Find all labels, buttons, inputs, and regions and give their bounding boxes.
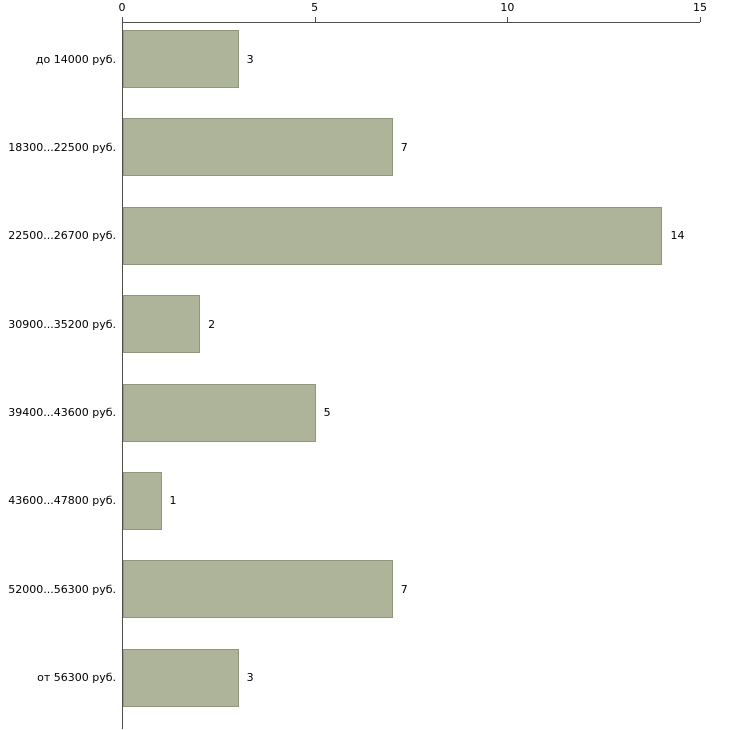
- value-label: 14: [670, 229, 685, 243]
- bar: [123, 383, 316, 442]
- chart-row: от 56300 руб. 3: [0, 641, 730, 729]
- x-tick-label: 10: [500, 1, 515, 14]
- bar: [123, 648, 239, 707]
- chart-row: 52000...56300 руб. 7: [0, 552, 730, 640]
- x-tick-label: 5: [311, 1, 319, 14]
- category-label: 52000...56300 руб.: [8, 582, 116, 596]
- x-tick-mark: [122, 17, 123, 22]
- chart-row: 39400...43600 руб. 5: [0, 376, 730, 464]
- value-label: 7: [400, 140, 408, 154]
- value-label: 2: [208, 317, 216, 331]
- value-label: 1: [169, 494, 177, 508]
- bar: [123, 295, 201, 354]
- bar: [123, 206, 663, 265]
- x-tick-label: 15: [693, 1, 707, 14]
- x-tick-mark: [700, 17, 701, 22]
- bar: [123, 560, 393, 619]
- category-label: от 56300 руб.: [37, 671, 116, 685]
- chart-row: 43600...47800 руб. 1: [0, 464, 730, 552]
- chart-row: до 14000 руб. 3: [0, 22, 730, 110]
- category-label: до 14000 руб.: [35, 52, 116, 66]
- chart-row: 30900...35200 руб. 2: [0, 287, 730, 375]
- category-label: 22500...26700 руб.: [8, 229, 116, 243]
- category-label: 30900...35200 руб.: [8, 317, 116, 331]
- value-label: 3: [246, 671, 254, 685]
- category-label: 18300...22500 руб.: [8, 140, 116, 154]
- bar: [123, 471, 162, 530]
- category-label: 43600...47800 руб.: [8, 494, 116, 508]
- value-label: 5: [323, 406, 331, 419]
- value-label: 7: [400, 582, 408, 596]
- bar: [123, 30, 239, 88]
- chart-row: 18300...22500 руб. 7: [0, 110, 730, 198]
- x-tick-mark: [507, 17, 509, 22]
- category-label: 39400...43600 руб.: [8, 406, 116, 419]
- value-label: 3: [246, 52, 254, 66]
- x-tick-label: 0: [118, 1, 126, 14]
- plot-area: [122, 22, 700, 729]
- bar: [123, 118, 393, 177]
- chart-row: 22500...26700 руб. 14: [0, 199, 730, 287]
- x-tick-mark: [314, 17, 316, 22]
